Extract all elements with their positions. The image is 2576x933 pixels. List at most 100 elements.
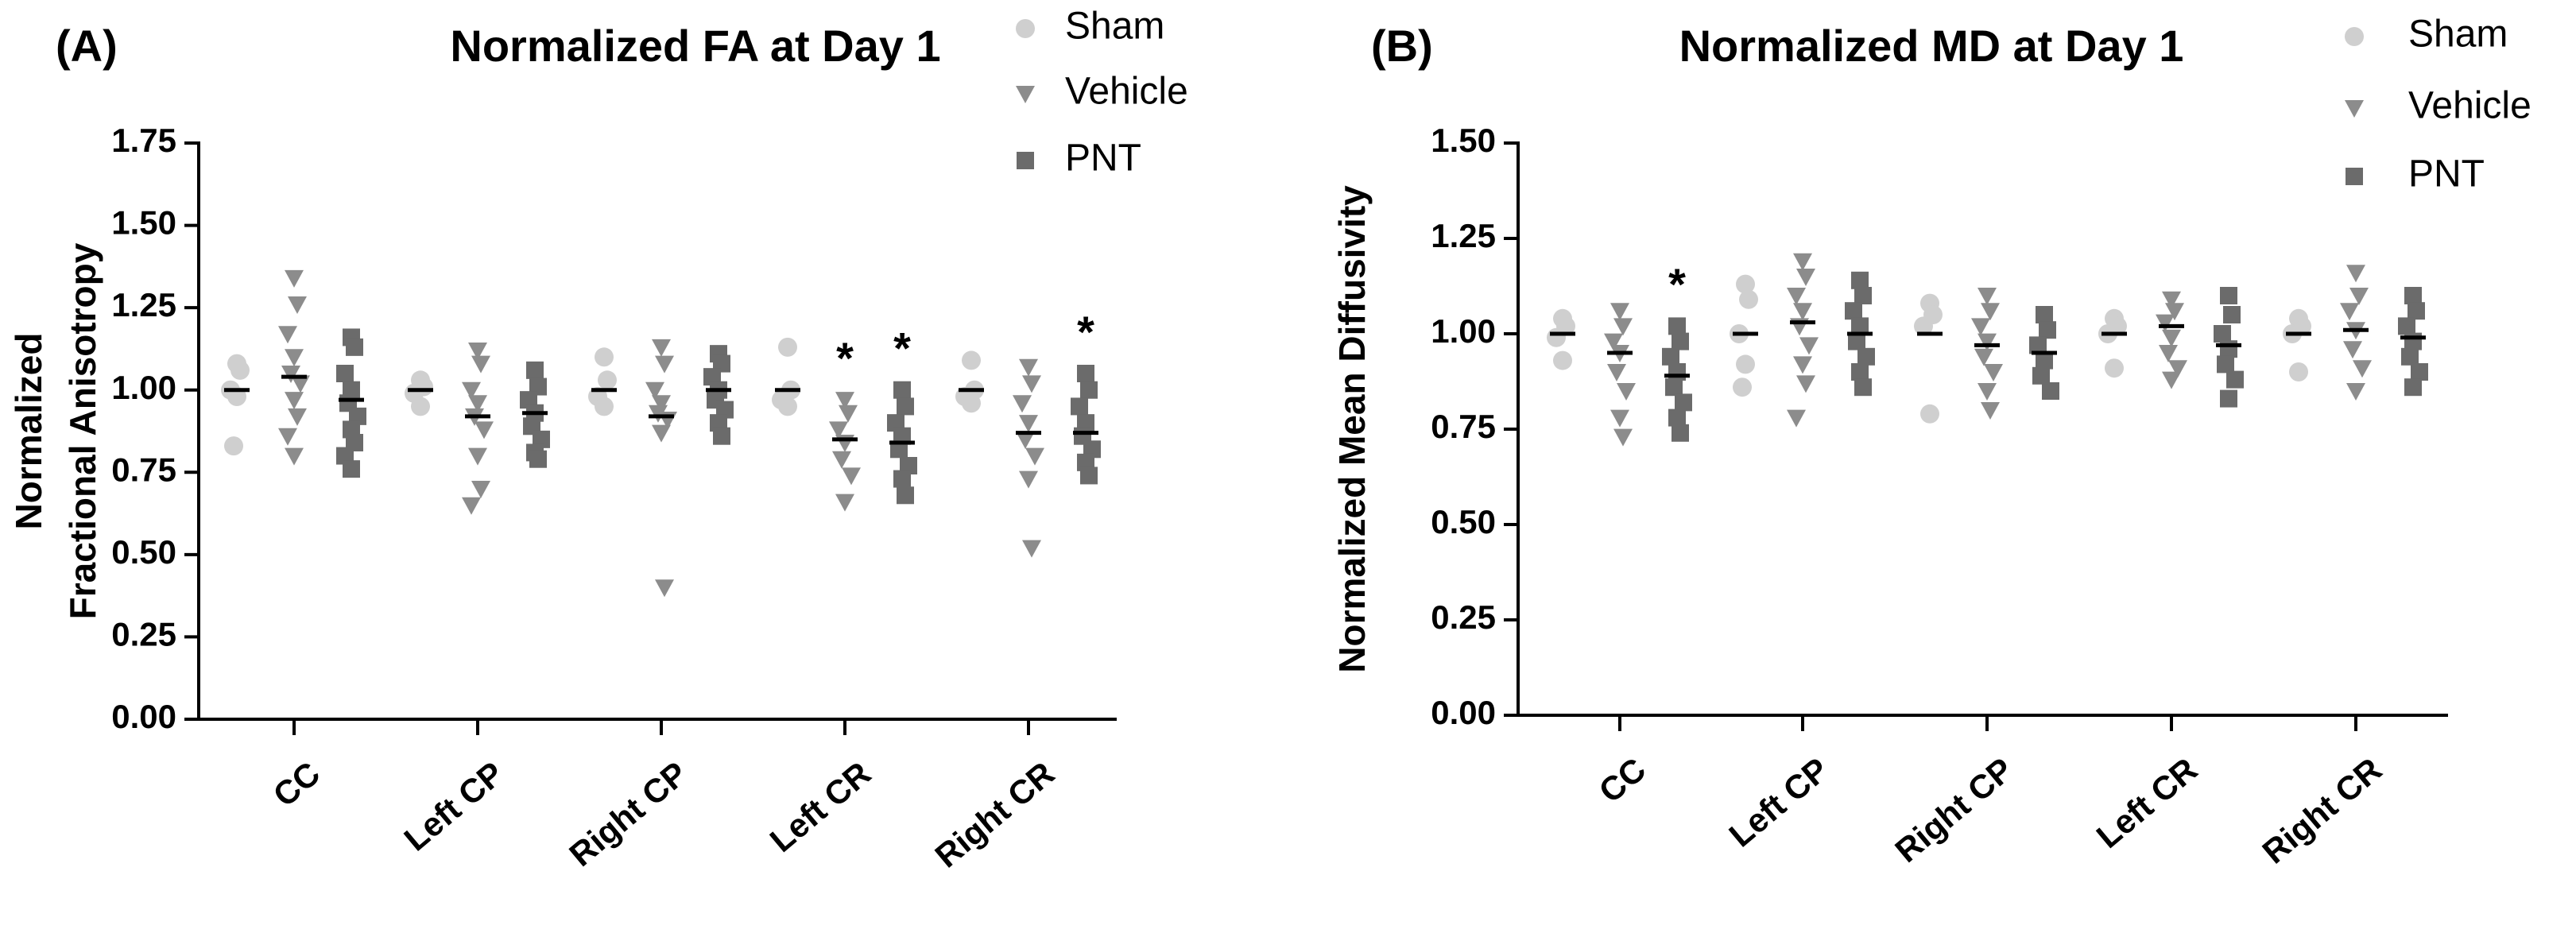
data-point-vehicle (1025, 447, 1044, 466)
data-point-pnt (897, 486, 914, 505)
legend-marker-pnt (1017, 152, 1034, 169)
data-point-vehicle (1978, 288, 1997, 305)
data-point-pnt (1668, 408, 1686, 427)
data-point-vehicle (835, 392, 854, 410)
data-point-pnt (2214, 325, 2231, 343)
data-point-sham (1736, 274, 1755, 294)
data-point-vehicle (278, 326, 297, 344)
data-point-pnt (2220, 340, 2237, 358)
x-tick-label: CC (266, 754, 327, 814)
data-point-vehicle (1787, 409, 1806, 428)
data-point-vehicle (285, 392, 304, 410)
data-point-pnt (1071, 397, 1088, 416)
data-point-vehicle (1613, 318, 1633, 336)
data-point-vehicle (1019, 470, 1038, 489)
data-point-sham (2289, 362, 2308, 381)
y-axis-label: Fractional Anisotropy (62, 242, 103, 619)
data-point-vehicle (1978, 383, 1997, 401)
data-point-pnt (336, 447, 354, 465)
data-point-pnt (529, 377, 547, 396)
y-tick-label: 1.50 (1431, 122, 1496, 159)
data-point-pnt (349, 407, 366, 425)
data-point-vehicle (652, 424, 671, 443)
data-point-pnt (893, 470, 911, 488)
y-tick-label: 0.75 (111, 451, 176, 488)
data-point-vehicle (2162, 371, 2181, 389)
data-point-vehicle (291, 375, 310, 393)
x-tick-label: Left CP (1722, 750, 1836, 854)
panel-label: (A) (56, 21, 118, 71)
data-point-vehicle (2162, 291, 2181, 309)
data-point-pnt (1668, 317, 1686, 335)
data-point-pnt (2398, 317, 2415, 335)
data-point-pnt (897, 397, 914, 416)
data-point-pnt (2226, 370, 2244, 389)
data-point-vehicle (1016, 431, 1035, 449)
y-tick-label: 0.25 (111, 616, 176, 653)
data-point-pnt (1077, 414, 1094, 432)
data-point-sham (230, 360, 250, 380)
data-point-vehicle (829, 421, 848, 439)
data-point-vehicle (1610, 303, 1629, 321)
legend-label-sham: Sham (2408, 14, 2508, 56)
legend-label-pnt: PNT (2408, 153, 2485, 196)
legend-marker-sham (1016, 19, 1035, 38)
data-point-vehicle (285, 349, 304, 367)
chart-title: Normalized FA at Day 1 (450, 21, 940, 71)
data-point-pnt (1857, 347, 1875, 366)
data-point-sham (1920, 404, 1939, 424)
y-tick-label: 1.00 (1431, 312, 1496, 350)
x-tick-label: Left CP (397, 754, 511, 858)
data-point-vehicle (1610, 409, 1629, 428)
data-point-pnt (1665, 378, 1683, 397)
data-point-vehicle (475, 421, 494, 439)
data-point-vehicle (468, 395, 487, 413)
data-point-vehicle (1799, 337, 1819, 355)
data-point-vehicle (462, 381, 481, 400)
data-point-vehicle (1793, 253, 1812, 271)
data-point-pnt (1851, 317, 1869, 335)
data-point-vehicle (471, 355, 490, 374)
data-point-vehicle (655, 579, 674, 598)
data-point-sham (2105, 358, 2124, 378)
data-point-pnt (1851, 363, 1869, 381)
data-point-sham (1733, 377, 1752, 397)
data-point-pnt (343, 381, 360, 399)
data-point-vehicle (288, 296, 307, 314)
data-point-pnt (1083, 440, 1101, 459)
significance-marker: * (893, 323, 911, 374)
data-point-pnt (1077, 453, 1094, 471)
data-point-pnt (703, 368, 721, 386)
data-point-vehicle (288, 408, 307, 426)
data-point-vehicle (649, 405, 668, 423)
data-point-vehicle (468, 447, 487, 466)
data-point-sham (224, 436, 243, 456)
data-point-vehicle (2343, 341, 2362, 359)
data-point-pnt (716, 401, 734, 419)
y-tick-label: 0.00 (1431, 694, 1496, 731)
legend-label-sham: Sham (1065, 6, 1164, 48)
data-point-pnt (2036, 306, 2053, 323)
data-point-vehicle (2168, 360, 2187, 378)
data-point-pnt (2401, 347, 2419, 366)
y-tick-label: 1.00 (111, 369, 176, 406)
data-point-vehicle (2346, 265, 2365, 283)
x-tick-label: Left CR (2090, 750, 2205, 855)
panel-b: (B) Normalized MD at Day 1 Normalized Mean… (1331, 14, 2531, 871)
data-point-vehicle (1617, 383, 1636, 401)
data-point-vehicle (1607, 364, 1626, 381)
data-point-pnt (526, 361, 544, 379)
y-tick-label: 0.75 (1431, 408, 1496, 445)
data-point-vehicle (2165, 303, 2184, 321)
data-point-vehicle (1019, 415, 1038, 433)
data-point-vehicle (652, 395, 671, 413)
data-point-vehicle (1978, 333, 1997, 351)
x-tick-label: Right CR (928, 754, 1062, 874)
data-point-pnt (523, 417, 540, 436)
data-point-vehicle (281, 366, 300, 383)
data-point-pnt (1080, 381, 1098, 399)
data-point-pnt (890, 440, 908, 459)
data-point-sham (778, 397, 797, 416)
y-tick-label: 0.50 (1431, 503, 1496, 540)
data-point-pnt (2217, 355, 2234, 374)
